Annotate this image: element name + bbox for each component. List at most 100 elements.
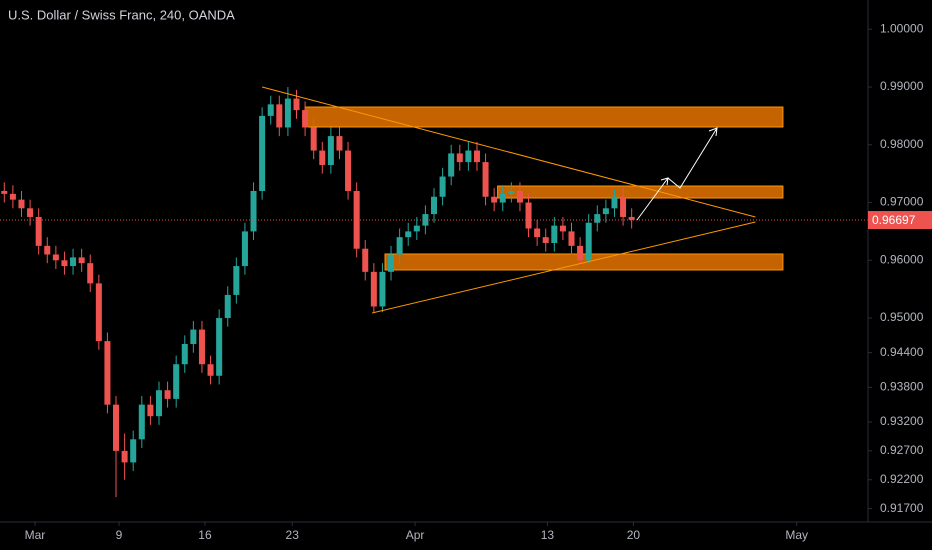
candle-body bbox=[9, 193, 16, 200]
candle-body bbox=[370, 271, 377, 307]
y-tick-label: 0.91700 bbox=[880, 501, 924, 515]
candle-body bbox=[302, 110, 309, 128]
y-tick-label: 1.00000 bbox=[880, 21, 924, 35]
last-price-badge bbox=[868, 211, 932, 230]
candle-body bbox=[362, 248, 369, 272]
candle-body bbox=[173, 364, 180, 399]
candle-body bbox=[525, 202, 532, 229]
y-tick-label: 0.98000 bbox=[880, 137, 924, 151]
candle-body bbox=[310, 127, 317, 151]
y-tick-label: 0.92700 bbox=[880, 443, 924, 457]
trendline bbox=[261, 86, 756, 218]
candle-body bbox=[44, 245, 51, 255]
x-tick-label: 13 bbox=[541, 528, 555, 542]
candle-body bbox=[293, 98, 300, 111]
candle-body bbox=[87, 263, 94, 284]
candle-body bbox=[508, 190, 515, 194]
candle-body bbox=[95, 283, 102, 342]
candle-body bbox=[327, 136, 334, 165]
trendline bbox=[372, 221, 756, 314]
candle-body bbox=[259, 115, 266, 191]
candle-body bbox=[121, 450, 128, 463]
candle-body bbox=[413, 225, 420, 232]
candle-body bbox=[250, 190, 257, 232]
candle-body bbox=[104, 341, 111, 405]
zone bbox=[497, 185, 784, 199]
zone bbox=[384, 253, 784, 271]
y-tick-label: 0.94400 bbox=[880, 345, 924, 359]
candle-body bbox=[267, 104, 274, 116]
candle-body bbox=[473, 150, 480, 163]
y-tick-label: 0.92200 bbox=[880, 472, 924, 486]
candle-body bbox=[241, 231, 248, 267]
candle-body bbox=[52, 254, 59, 261]
x-tick-label: 20 bbox=[627, 528, 641, 542]
candle-body bbox=[181, 344, 188, 365]
candle-body bbox=[18, 199, 25, 209]
candle-body bbox=[1, 190, 8, 194]
candle-body bbox=[35, 216, 42, 246]
candle-body bbox=[216, 318, 223, 376]
candle-body bbox=[482, 162, 489, 197]
y-tick-label: 0.97000 bbox=[880, 195, 924, 209]
candle-body bbox=[224, 294, 231, 319]
candle-body bbox=[456, 153, 463, 163]
candle-body bbox=[233, 266, 240, 295]
candle-body bbox=[559, 225, 566, 232]
candle-body bbox=[422, 214, 429, 226]
x-tick-label: May bbox=[785, 528, 808, 542]
candle-body bbox=[61, 260, 68, 267]
x-tick-label: 9 bbox=[116, 528, 123, 542]
candle-body bbox=[164, 390, 171, 399]
candle-body bbox=[396, 237, 403, 255]
candle-body bbox=[602, 208, 609, 215]
candle-body bbox=[585, 222, 592, 261]
candle-body bbox=[155, 390, 162, 417]
x-tick-label: Mar bbox=[25, 528, 46, 542]
candle-body bbox=[353, 190, 360, 249]
candle-body bbox=[611, 196, 618, 209]
y-tick-label: 0.93200 bbox=[880, 414, 924, 428]
candle-body bbox=[207, 364, 214, 376]
candle-body bbox=[138, 404, 145, 440]
candle-body bbox=[405, 231, 412, 238]
last-price-label: 0.96697 bbox=[872, 213, 916, 227]
candle-body bbox=[276, 104, 283, 128]
candle-body bbox=[190, 329, 197, 345]
candle-body bbox=[491, 196, 498, 203]
candle-body bbox=[430, 196, 438, 215]
candle-body bbox=[130, 439, 137, 463]
plot bbox=[0, 86, 868, 498]
y-tick-label: 0.96000 bbox=[880, 252, 924, 266]
candle-body bbox=[345, 150, 352, 191]
x-tick-label: 23 bbox=[286, 528, 300, 542]
candle-body bbox=[379, 271, 386, 307]
candle-body bbox=[542, 237, 549, 243]
candle-body bbox=[628, 216, 635, 220]
candle-body bbox=[448, 153, 455, 177]
candle-body bbox=[113, 404, 120, 451]
chart-title: U.S. Dollar / Swiss Franc, 240, OANDA bbox=[8, 7, 235, 22]
candle-body bbox=[27, 208, 34, 217]
candle-body bbox=[388, 254, 395, 272]
candle-body bbox=[198, 329, 205, 365]
candle-body bbox=[499, 193, 506, 203]
candle-body bbox=[577, 245, 584, 261]
candle-body bbox=[465, 150, 472, 163]
candle-body bbox=[319, 150, 326, 165]
candle-body bbox=[594, 214, 601, 223]
candle-body bbox=[147, 404, 154, 417]
candle-body bbox=[336, 136, 343, 151]
candle-body bbox=[620, 196, 627, 217]
candle-body bbox=[78, 257, 85, 264]
candle-body bbox=[284, 98, 291, 128]
candle-body bbox=[70, 257, 77, 267]
candle-body bbox=[439, 176, 446, 197]
candle-body bbox=[551, 225, 558, 243]
y-tick-label: 0.95000 bbox=[880, 310, 924, 324]
candle-body bbox=[516, 190, 523, 203]
x-tick-label: 16 bbox=[198, 528, 212, 542]
